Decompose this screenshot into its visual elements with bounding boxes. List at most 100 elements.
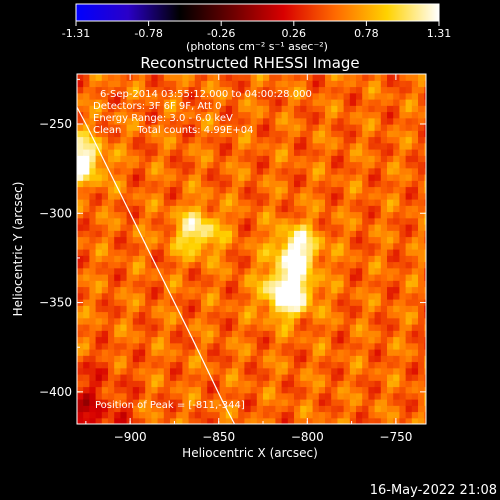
heatmap-cell <box>194 399 202 406</box>
heatmap-cell <box>145 367 153 375</box>
heatmap-cell <box>256 155 264 163</box>
heatmap-cell <box>368 417 376 424</box>
heatmap-cell <box>318 124 326 131</box>
heatmap-cell <box>157 392 165 400</box>
heatmap-cell <box>207 361 215 369</box>
heatmap-cell <box>182 380 190 388</box>
heatmap-cell <box>343 305 351 313</box>
heatmap-cell <box>269 292 277 300</box>
heatmap-cell <box>306 292 314 300</box>
heatmap-cell <box>145 199 153 206</box>
heatmap-cell <box>219 161 227 169</box>
heatmap-cell <box>120 399 128 406</box>
heatmap-cell <box>194 417 202 424</box>
heatmap-cell <box>157 105 165 113</box>
heatmap-cell <box>312 342 320 350</box>
heatmap-cell <box>182 180 190 188</box>
heatmap-cell <box>188 236 196 244</box>
heatmap-cell <box>244 274 252 281</box>
heatmap-cell <box>225 174 233 181</box>
heatmap-cell <box>176 142 184 150</box>
heatmap-cell <box>380 367 388 375</box>
heatmap-cell <box>101 274 109 281</box>
heatmap-cell <box>306 99 314 106</box>
heatmap-cell <box>380 411 388 419</box>
heatmap-cell <box>269 117 277 125</box>
heatmap-cell <box>424 336 426 344</box>
heatmap-cell <box>101 205 109 213</box>
heatmap-cell <box>380 155 388 163</box>
heatmap-cell <box>343 136 351 144</box>
heatmap-cell <box>77 167 84 175</box>
heatmap-cell <box>325 105 332 113</box>
heatmap-cell <box>424 205 426 213</box>
heatmap-cell <box>368 361 376 369</box>
heatmap-cell <box>182 124 190 131</box>
heatmap-cell <box>256 224 264 231</box>
heatmap-cell <box>77 242 84 250</box>
heatmap-cell <box>362 311 370 319</box>
heatmap-cell <box>424 386 426 394</box>
heatmap-cell <box>207 192 215 200</box>
heatmap-cell <box>101 299 109 306</box>
heatmap-cell <box>213 355 221 363</box>
heatmap-cell <box>411 317 419 325</box>
heatmap-cell <box>250 124 258 131</box>
heatmap-cell <box>170 236 177 244</box>
heatmap-cell <box>368 261 376 269</box>
heatmap-cell <box>331 192 339 200</box>
heatmap-cell <box>399 311 407 319</box>
heatmap-cell <box>114 267 122 275</box>
heatmap-cell <box>157 386 165 394</box>
heatmap-cell <box>170 117 177 125</box>
heatmap-cell <box>219 86 227 94</box>
heatmap-cell <box>213 399 221 406</box>
heatmap-cell <box>325 286 332 294</box>
heatmap-cell <box>176 111 184 119</box>
heatmap-cell <box>194 286 202 294</box>
heatmap-cell <box>312 361 320 369</box>
heatmap-cell <box>325 192 332 200</box>
heatmap-cell <box>225 99 233 106</box>
heatmap-cell <box>83 80 91 88</box>
heatmap-cell <box>120 142 128 150</box>
heatmap-cell <box>393 305 401 313</box>
heatmap-cell <box>139 267 146 275</box>
heatmap-cell <box>306 92 314 100</box>
heatmap-cell <box>232 155 239 163</box>
heatmap-cell <box>399 367 407 375</box>
heatmap-cell <box>318 180 326 188</box>
heatmap-cell <box>232 124 239 131</box>
heatmap-cell <box>95 317 103 325</box>
heatmap-cell <box>114 80 122 88</box>
heatmap-cell <box>343 230 351 238</box>
heatmap-cell <box>163 199 171 206</box>
heatmap-cell <box>114 217 122 225</box>
heatmap-cell <box>145 399 153 406</box>
heatmap-cell <box>114 349 122 356</box>
heatmap-cell <box>213 324 221 331</box>
heatmap-cell <box>250 149 258 156</box>
heatmap-cell <box>269 167 277 175</box>
heatmap-cell <box>368 199 376 206</box>
heatmap-cell <box>256 236 264 244</box>
heatmap-cell <box>163 361 171 369</box>
heatmap-cell <box>337 417 345 424</box>
heatmap-cell <box>108 355 115 363</box>
heatmap-cell <box>89 274 97 281</box>
heatmap-cell <box>349 386 357 394</box>
heatmap-cell <box>411 342 419 350</box>
heatmap-cell <box>331 224 339 231</box>
heatmap-cell <box>213 305 221 313</box>
heatmap-cell <box>132 292 140 300</box>
heatmap-cell <box>269 236 277 244</box>
heatmap-cell <box>170 392 177 400</box>
heatmap-cell <box>139 305 146 313</box>
heatmap-cell <box>89 211 97 219</box>
heatmap-cell <box>139 286 146 294</box>
heatmap-cell <box>77 324 84 331</box>
heatmap-cell <box>207 261 215 269</box>
heatmap-cell <box>393 292 401 300</box>
heatmap-cell <box>269 374 277 381</box>
heatmap-cell <box>281 349 289 356</box>
